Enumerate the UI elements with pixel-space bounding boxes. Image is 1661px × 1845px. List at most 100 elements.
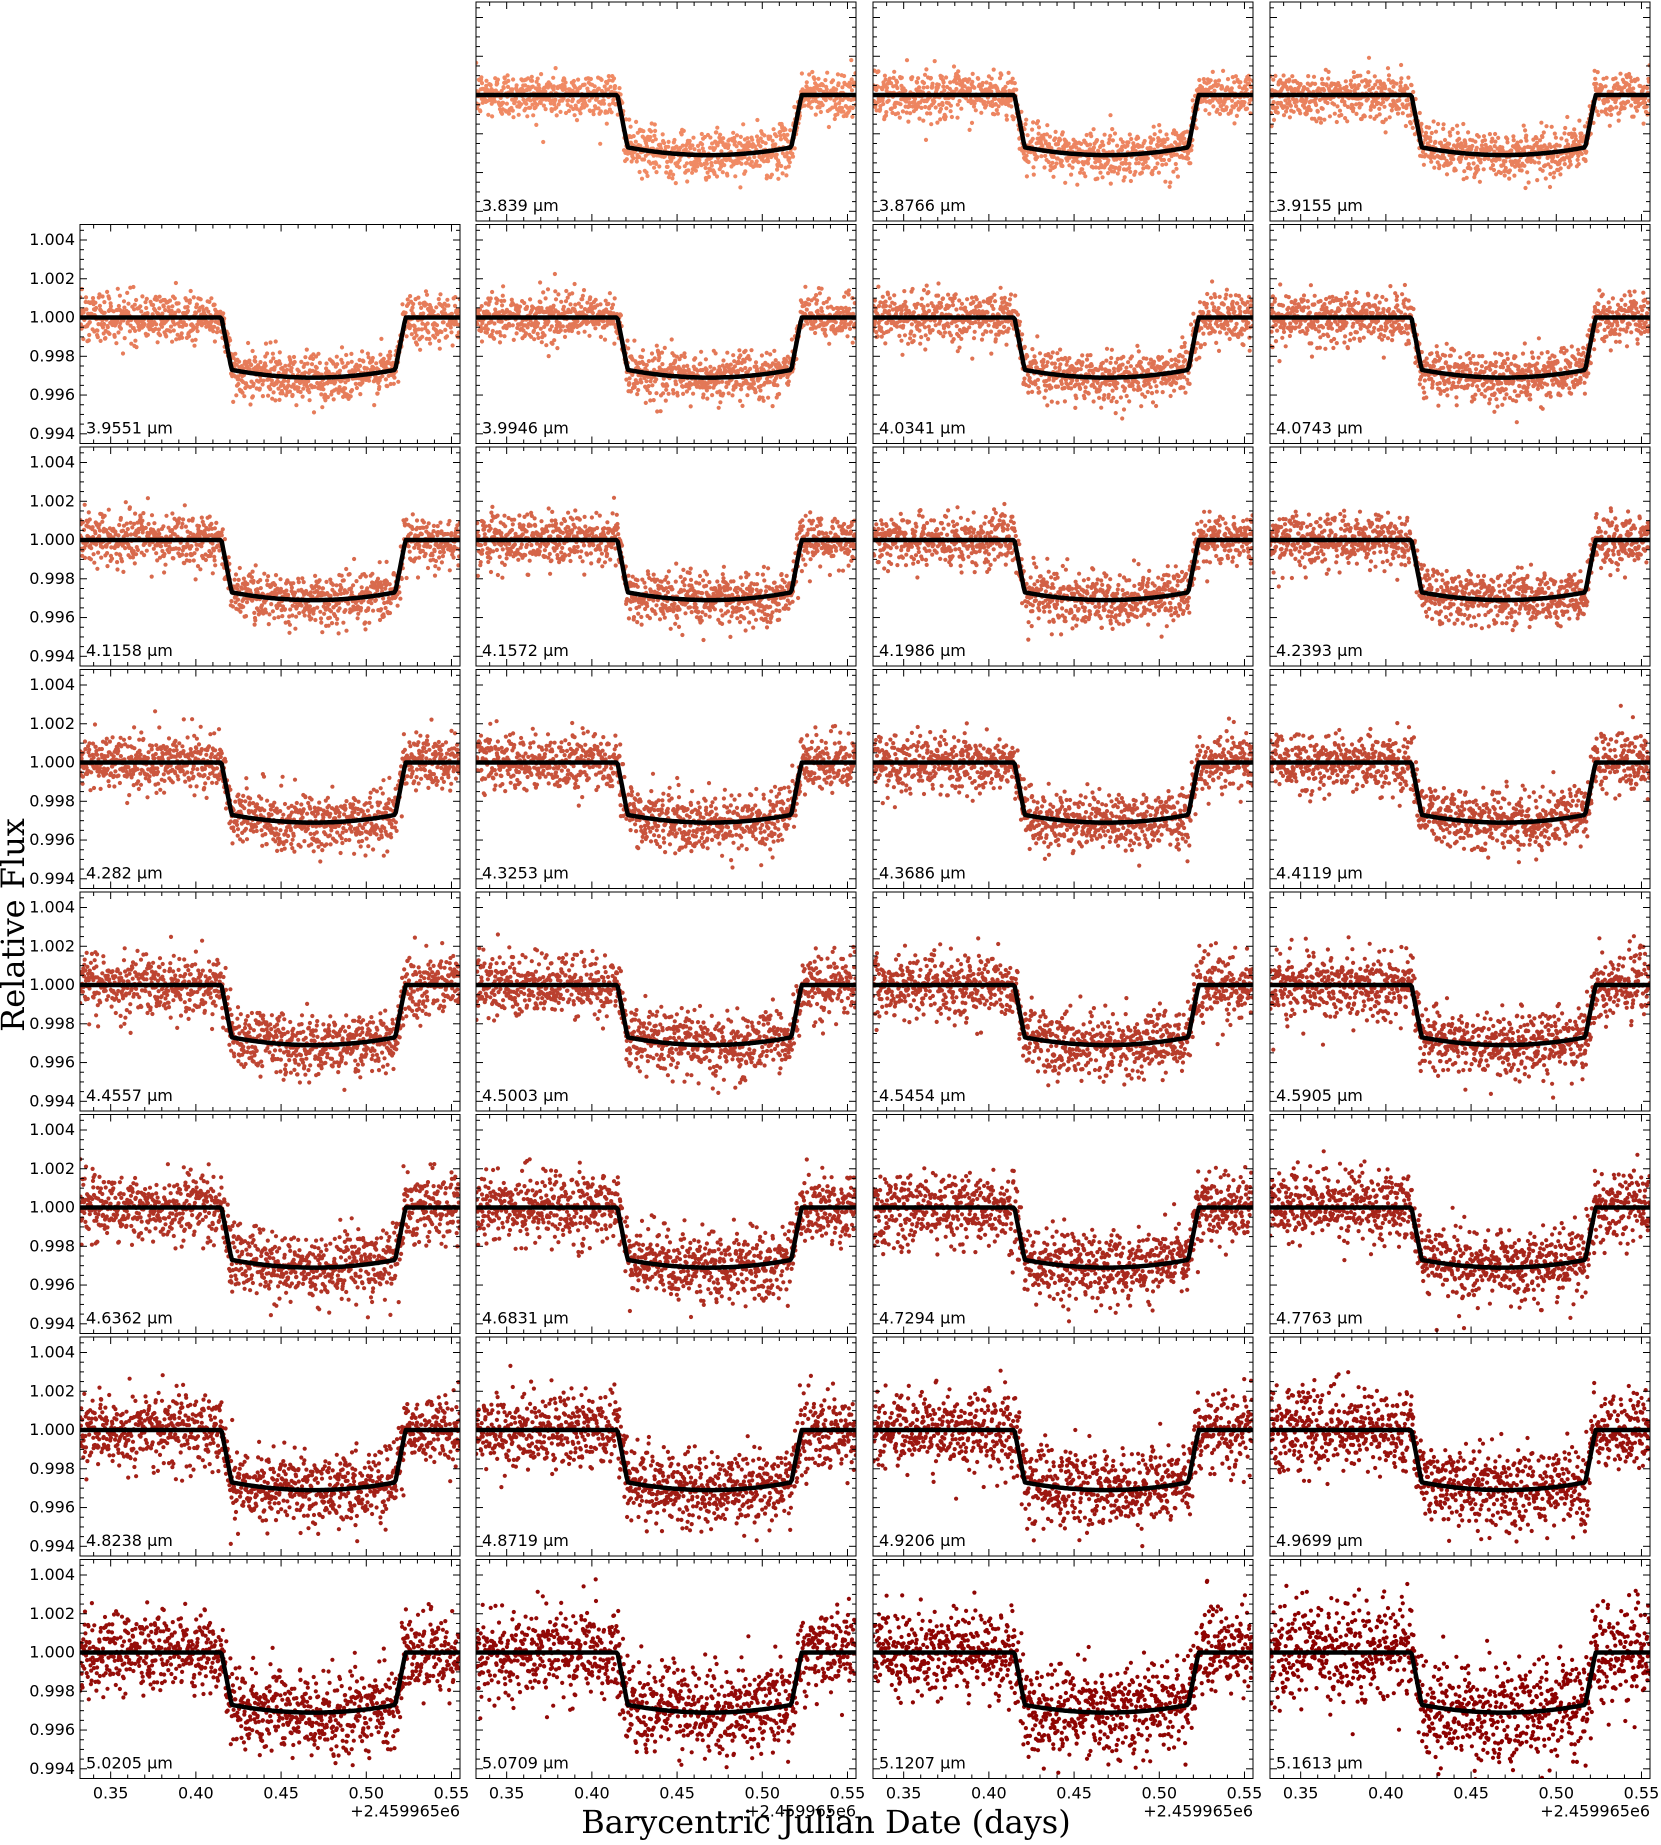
data-point [1026,159,1031,165]
data-point [186,334,192,339]
data-point [786,139,791,144]
data-point [774,134,779,139]
data-point [179,331,184,336]
data-point [1466,162,1471,167]
data-point [1405,98,1410,103]
data-point [1117,165,1122,170]
data-point [1076,160,1081,165]
data-point [305,361,310,366]
data-point [1502,173,1507,178]
data-point [1441,126,1446,131]
data-point [1047,134,1053,139]
data-point [768,134,773,139]
data-point [582,82,587,87]
y-tick-label: 1.002 [29,269,75,288]
data-point [188,288,193,294]
data-point [1134,157,1139,162]
data-point [764,173,770,178]
data-point [1377,112,1382,117]
data-point [1010,76,1015,81]
data-point [343,386,348,391]
data-point [414,333,419,338]
data-point [1548,165,1553,170]
data-point [1290,74,1295,79]
data-point [392,375,397,380]
data-point [1645,86,1650,91]
data-point [785,151,790,156]
data-point [954,81,959,86]
data-point [654,391,659,396]
data-point [121,299,127,304]
data-point [570,291,575,296]
data-point [291,354,297,360]
data-point [438,292,443,297]
data-point [1067,163,1072,168]
data-point [1306,104,1311,109]
data-point [1535,178,1540,183]
data-point [303,355,308,360]
data-point [587,333,592,338]
data-point [1011,115,1016,120]
data-point [1564,138,1569,143]
data-point [317,360,322,365]
data-point [1476,134,1481,139]
data-point [800,87,805,92]
data-point [956,69,961,74]
data-point [164,334,169,339]
data-point [1389,108,1394,113]
data-point [304,347,309,352]
data-point [439,329,444,335]
data-point [907,104,912,109]
data-point [1486,156,1491,161]
data-point [1498,170,1503,176]
data-point [602,84,607,89]
data-point [1232,121,1237,126]
panels-layer: 3.839 μm 3.8766 μm 3.9155 μm0.9940.9960.99… [29,1,1659,1821]
data-point [546,319,551,324]
data-point [988,81,993,87]
data-point [1381,120,1386,125]
data-point [492,321,497,326]
data-point [955,115,960,120]
data-point [1048,168,1053,173]
data-point [721,136,726,141]
data-point [1066,141,1071,146]
data-point [568,302,573,307]
data-point [171,328,176,333]
data-point [1211,104,1216,109]
data-point [187,298,193,303]
data-point [719,149,724,154]
data-point [1249,97,1253,102]
data-point [1481,167,1486,172]
data-point [1028,150,1033,155]
data-point [624,117,629,122]
data-point [1491,167,1497,173]
data-point [1100,139,1105,144]
data-point [549,108,554,114]
data-point [618,313,624,318]
data-point [1473,139,1478,144]
data-point [94,305,99,311]
data-point [499,88,504,93]
data-point [853,96,856,101]
data-point [273,398,278,403]
data-point [1614,105,1619,110]
data-point [1338,86,1343,91]
data-point [929,122,934,127]
data-point [941,84,946,89]
data-point [563,86,568,92]
data-point [1448,133,1453,138]
data-point [989,99,995,104]
data-point [572,113,577,118]
data-point [234,393,239,398]
data-point [1234,113,1239,118]
data-point [668,169,673,174]
data-point [644,362,649,368]
data-point [1441,122,1446,127]
data-point [349,351,354,356]
data-point [495,77,500,82]
data-point [556,102,561,107]
data-point [1628,75,1633,80]
data-point [910,75,915,80]
